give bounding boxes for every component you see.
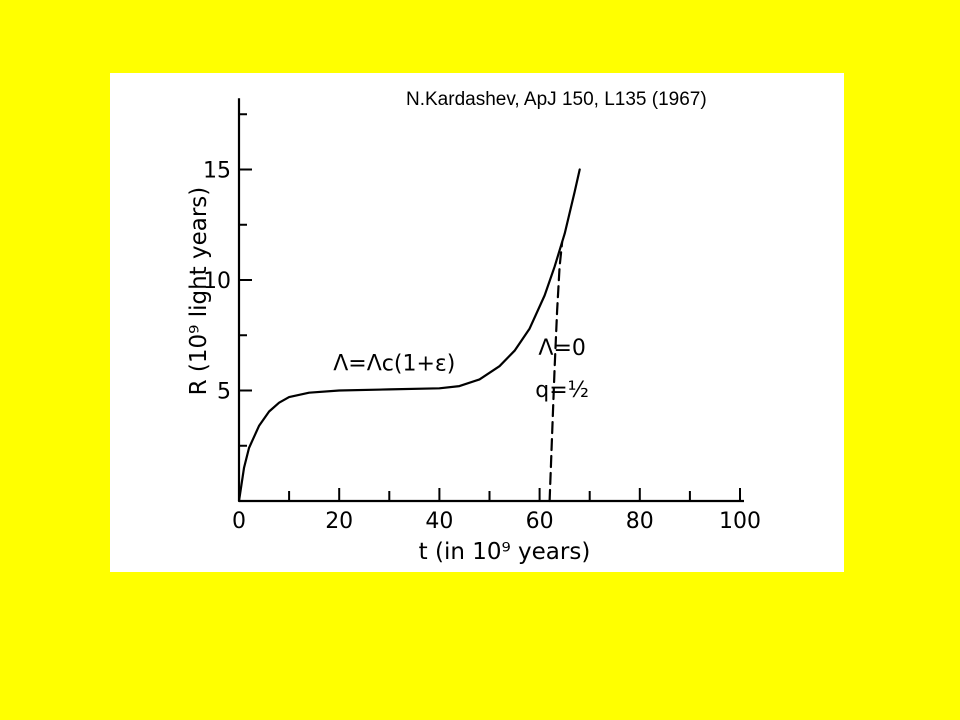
series-group	[237, 168, 581, 503]
y-tick-label: 10	[203, 269, 231, 294]
figure-panel: 0 20 40 60 80 100 5 10 15 t (in 10⁹ years) R (10⁹ …	[110, 73, 844, 572]
series-line-2	[548, 241, 564, 503]
x-tick-label: 20	[325, 509, 353, 534]
citation-text: N.Kardashev, ApJ 150, L135 (1967)	[406, 89, 707, 110]
annotation-1: Λ=Λc(1+ε)	[333, 352, 455, 377]
x-axis-label: t (in 10⁹ years)	[419, 539, 591, 565]
x-tick-label: 80	[626, 509, 654, 534]
annotation-2: Λ=0	[538, 336, 585, 361]
axes	[237, 98, 744, 503]
series-line-1	[237, 168, 581, 503]
y-axis-label: R (10⁹ light years)	[186, 187, 212, 396]
x-tick-label: 40	[425, 509, 453, 534]
x-tick-label: 0	[232, 509, 246, 534]
x-tick-label: 60	[526, 509, 554, 534]
annotation-3: q=½	[535, 378, 589, 403]
y-tick-label: 5	[217, 380, 231, 405]
y-tick-label: 15	[203, 159, 231, 184]
labels-group: 0 20 40 60 80 100 5 10 15 t (in 10⁹ years) R (10⁹ …	[186, 159, 761, 566]
x-tick-label: 100	[719, 509, 761, 534]
tick-marks	[238, 113, 741, 501]
chart: 0 20 40 60 80 100 5 10 15 t (in 10⁹ years) R (10⁹ …	[186, 98, 761, 566]
